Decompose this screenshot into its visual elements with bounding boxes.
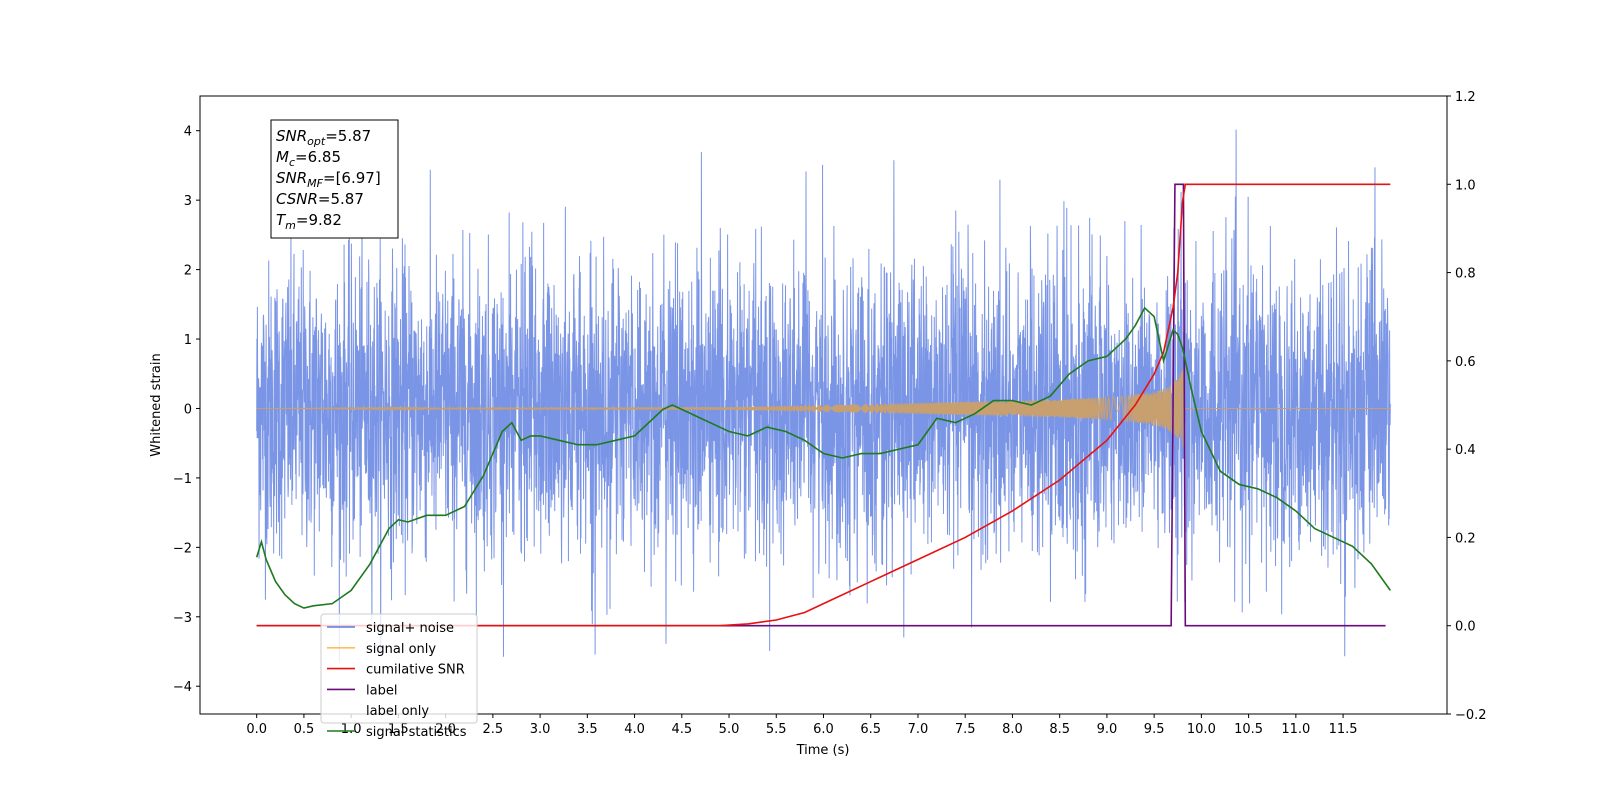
x-tick-label: 4.5 [671,722,692,737]
y-tick-label: −3 [173,611,192,626]
y-tick-label: −2 [173,541,192,556]
y-tick-label: 0 [184,402,192,417]
y-axis-title: Whitened strain [149,353,164,456]
legend-label-5: signal statistics [366,725,467,740]
x-tick-label: 2.5 [483,722,504,737]
y-tick-label: 4 [184,125,192,140]
y-tick-label: 1 [184,333,192,348]
y2-tick-label: 0.0 [1455,620,1476,635]
series-signal-only [256,366,1391,448]
x-tick-label: 6.0 [813,722,834,737]
info-line-3: CSNR=5.87 [276,190,364,208]
x-tick-label: 7.0 [908,722,929,737]
y-tick-label: 2 [184,264,192,279]
x-tick-label: 0.5 [294,722,315,737]
x-tick-label: 11.0 [1281,722,1310,737]
y2-tick-label: 1.2 [1455,90,1476,105]
x-tick-label: 9.5 [1144,722,1165,737]
x-tick-label: 3.5 [577,722,598,737]
info-line-1: Mc=6.85 [276,148,341,169]
y-axis-right: 1.2 1.0 0.8 0.6 0.4 0.2 0.0 −0.2 [1447,90,1487,723]
y-tick-label: −1 [173,472,192,487]
info-line-2: SNRMF=[6.97] [276,169,381,190]
plot-series [255,129,1391,663]
y2-tick-label: 0.4 [1455,443,1476,458]
x-tick-label: 5.5 [766,722,787,737]
legend-frame [320,613,478,724]
x-tick-label: 4.0 [624,722,645,737]
x-axis: 0.0 0.5 1.0 1.5 2.0 2.5 3.0 3.5 4.0 4.5 5.0 5.5 6.0 6… [246,714,1358,737]
x-tick-label: 0.0 [246,722,267,737]
legend-label-3: label [366,683,397,698]
legend-label-2: cumilative SNR [366,663,465,678]
x-tick-label: 10.0 [1187,722,1216,737]
x-tick-label: 8.5 [1049,722,1070,737]
y2-tick-label: 0.2 [1455,531,1476,546]
info-line-4: Tm=9.82 [276,211,342,232]
x-tick-label: 8.0 [1002,722,1023,737]
x-tick-label: 10.5 [1234,722,1263,737]
legend-label-4: label only [366,704,429,719]
series-signal-noise [256,129,1391,663]
info-box-frame [270,119,399,239]
y2-tick-label: 1.0 [1455,178,1476,193]
series-signal-statistics [255,306,1391,609]
legend-label-0: signal+ noise [366,621,454,636]
legend: signal+ noise signal only cumilative SNR la… [320,613,478,740]
x-tick-label: 1.0 [341,722,362,737]
x-tick-label: 11.5 [1329,722,1358,737]
x-tick-label: 3.0 [530,722,551,737]
legend-label-1: signal only [366,642,436,657]
y-tick-label: −4 [173,680,192,695]
y2-tick-label: 0.8 [1455,267,1476,282]
x-tick-label: 5.0 [719,722,740,737]
x-tick-label: 2.0 [435,722,456,737]
x-tick-label: 9.0 [1097,722,1118,737]
x-tick-label: 7.5 [955,722,976,737]
series-cumilative-snr [256,183,1391,627]
y-axis-left: 4 3 2 1 0 −1 −2 −3 −4 [173,125,200,695]
x-tick-label: 6.5 [860,722,881,737]
info-line-0: SNRopt=5.87 [276,127,371,148]
y2-tick-label: 0.6 [1455,355,1476,370]
x-tick-label: 1.5 [388,722,409,737]
y-tick-label: 3 [184,194,192,209]
x-axis-title: Time (s) [796,743,850,758]
series-label [256,183,1386,627]
y2-tick-label: −0.2 [1455,708,1487,723]
